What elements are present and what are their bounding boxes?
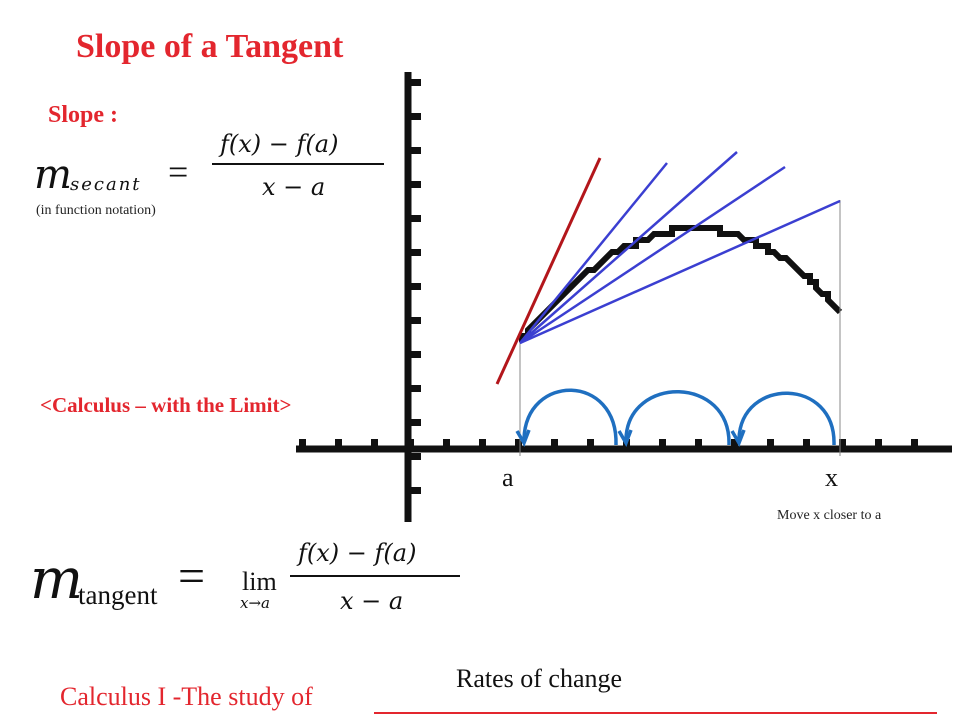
axis-label-x: x <box>825 463 838 492</box>
vertical-guides <box>519 200 841 456</box>
secant-m: m <box>34 152 72 198</box>
x-axis-tick <box>407 439 414 449</box>
x-axis-tick <box>371 439 378 449</box>
function-curve <box>519 225 843 342</box>
tangent-subscript: tangent <box>78 580 158 610</box>
x-axis-tick <box>875 439 882 449</box>
secant-subscript: secant <box>70 174 142 195</box>
secant-formula: m secant = f(x) − f(a) x − a <box>34 130 384 201</box>
x-axis-tick <box>299 439 306 449</box>
x-axis-tick <box>767 439 774 449</box>
x-axis-tick <box>803 439 810 449</box>
move-arrow <box>624 390 731 446</box>
tangent-formula: m tangent = lim x→a f(x) − f(a) x − a <box>30 539 460 615</box>
y-axis-tick <box>411 351 421 358</box>
lim-text: lim <box>242 567 277 596</box>
y-axis-tick <box>411 215 421 222</box>
x-axis-tick <box>335 439 342 449</box>
move-arrowhead <box>515 429 531 448</box>
axes <box>296 72 952 522</box>
curve <box>519 225 843 342</box>
x-axis-tick <box>551 439 558 449</box>
answer-blank-line <box>374 712 937 714</box>
tangent-m: m <box>30 547 83 612</box>
secant-line <box>519 165 786 345</box>
move-arrow <box>522 388 618 446</box>
move-arrows <box>515 388 836 448</box>
y-axis-tick <box>411 317 421 324</box>
tangent-denominator: x − a <box>340 587 403 615</box>
lim-subscript: x→a <box>240 594 270 612</box>
tangent-line <box>495 157 602 385</box>
y-axis-tick <box>411 147 421 154</box>
x-axis-tick <box>479 439 486 449</box>
move-arrowhead <box>617 429 633 448</box>
move-arrow <box>737 391 836 446</box>
y-axis-tick <box>411 487 421 494</box>
secant-denominator: x − a <box>262 173 325 201</box>
move-arrowhead <box>730 429 746 448</box>
page-title: Slope of a Tangent <box>76 28 344 65</box>
move-x-note: Move x closer to a <box>777 508 882 523</box>
secant-line <box>519 151 738 344</box>
y-axis-tick <box>411 181 421 188</box>
x-axis-tick <box>695 439 702 449</box>
y-axis-tick <box>411 113 421 120</box>
function-notation-note: (in function notation) <box>36 203 156 218</box>
x-axis-tick <box>443 439 450 449</box>
y-axis-tick <box>411 249 421 256</box>
y-axis-tick <box>411 419 421 426</box>
y-axis-tick <box>411 283 421 290</box>
limit-heading: <Calculus – with the Limit> <box>40 393 292 417</box>
secant-line <box>519 162 668 344</box>
x-axis-tick <box>731 439 738 449</box>
x-axis-tick <box>659 439 666 449</box>
x-axis-tick <box>839 439 846 449</box>
x-axis-tick <box>911 439 918 449</box>
tangent-equals: = <box>178 550 205 603</box>
y-axis-tick <box>411 453 421 460</box>
secant-line <box>519 199 841 345</box>
y-axis-tick <box>411 385 421 392</box>
axis-label-a: a <box>502 463 514 492</box>
tangent-numerator: f(x) − f(a) <box>296 539 416 567</box>
answer-text: Rates of change <box>456 664 623 693</box>
slope-label: Slope : <box>48 102 119 128</box>
footer-prompt: Calculus I -The study of <box>60 682 313 711</box>
secant-equals: = <box>168 152 188 192</box>
secant-lines <box>519 151 841 345</box>
x-axis-tick <box>515 439 522 449</box>
secant-numerator: f(x) − f(a) <box>218 130 338 158</box>
x-axis-tick <box>587 439 594 449</box>
y-axis-tick <box>411 79 421 86</box>
